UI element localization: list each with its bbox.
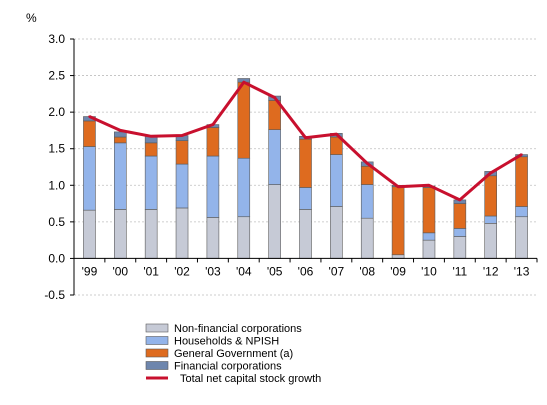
line xyxy=(88,80,523,202)
bar-segment-0-8 xyxy=(330,206,343,259)
legend-label-2: General Government (a) xyxy=(174,348,293,360)
x-tick-label: '11 xyxy=(452,264,467,278)
line-point xyxy=(489,171,492,175)
x-tick-label: '00 xyxy=(112,264,128,278)
line-point xyxy=(211,123,215,126)
x-tick-label: '09 xyxy=(390,264,406,278)
bar-segment-0-7 xyxy=(299,209,312,259)
bar-segment-0-11 xyxy=(422,239,436,259)
bar-segment-0-6 xyxy=(268,184,281,259)
line-point xyxy=(427,184,431,187)
bar-segment-2-1 xyxy=(114,136,127,144)
y-tick-label: 1.5 xyxy=(48,142,65,156)
line-point xyxy=(396,185,400,188)
bar-segment-0-9 xyxy=(360,217,374,259)
bar-segment-2-14 xyxy=(515,156,528,207)
line-point xyxy=(119,129,122,132)
y-tick-label: 2.5 xyxy=(48,69,65,83)
bars xyxy=(83,78,528,259)
bar-segment-0-0 xyxy=(83,209,96,259)
legend-swatch-2 xyxy=(145,348,169,358)
bar-segment-1-13 xyxy=(484,215,498,224)
bar-segment-0-14 xyxy=(515,216,528,259)
bar-segment-1-5 xyxy=(237,157,251,218)
legend-label-0: Non-financial corporations xyxy=(174,323,302,335)
line-point xyxy=(335,132,338,136)
bar-segment-1-6 xyxy=(268,129,281,185)
bar-segment-2-3 xyxy=(175,140,189,165)
bar-segment-2-2 xyxy=(144,142,158,157)
bar-segment-1-7 xyxy=(299,187,312,210)
line-point xyxy=(366,162,369,165)
bar-segment-0-10 xyxy=(391,254,405,259)
line-point xyxy=(88,115,91,118)
x-tick-label: '10 xyxy=(421,264,437,278)
x-tick-label: '04 xyxy=(236,264,252,278)
y-tick-label: 1.0 xyxy=(48,178,65,192)
x-tick-label: '99 xyxy=(82,264,98,278)
x-tick-label: '01 xyxy=(143,264,159,278)
bar-segment-0-12 xyxy=(453,236,467,259)
bar-segment-2-12 xyxy=(453,203,467,229)
bar-segment-1-11 xyxy=(422,232,436,241)
x-tick-label: '02 xyxy=(174,264,190,278)
bar-segment-2-13 xyxy=(484,175,498,217)
unit-label: % xyxy=(26,11,37,25)
bar-segment-0-4 xyxy=(206,217,220,259)
bar-segment-1-14 xyxy=(515,206,528,218)
legend-swatch-1 xyxy=(145,336,169,345)
line-point xyxy=(149,135,153,138)
bar-segment-1-0 xyxy=(83,146,96,211)
x-tick-label: '05 xyxy=(267,264,283,278)
y-tick-label: 3.0 xyxy=(48,32,65,46)
bar-segment-2-11 xyxy=(422,187,436,234)
bar-segment-2-5 xyxy=(237,81,251,159)
bar-segment-1-8 xyxy=(330,154,343,207)
line-point xyxy=(273,96,276,99)
bar-segment-2-9 xyxy=(360,165,374,185)
legend-swatch-0 xyxy=(145,323,169,333)
bar-segment-1-1 xyxy=(114,142,127,210)
x-tick-label: '13 xyxy=(514,264,530,278)
x-tick-label: '12 xyxy=(483,264,499,278)
x-tick-label: '03 xyxy=(205,264,221,278)
bar-segment-1-9 xyxy=(360,184,374,219)
bar-segment-1-12 xyxy=(453,228,467,237)
x-tick-label: '08 xyxy=(359,264,375,278)
line-point xyxy=(458,198,462,202)
legend-label-1: Households & NPISH xyxy=(174,336,279,348)
y-tick-label: 2.0 xyxy=(48,105,65,119)
bar-segment-2-4 xyxy=(206,127,220,157)
line-point xyxy=(180,134,184,137)
x-tick-label: '06 xyxy=(298,264,314,278)
bar-segment-2-10 xyxy=(391,186,405,256)
bar-segment-2-0 xyxy=(83,120,96,147)
bar-segment-0-1 xyxy=(114,209,127,259)
line-point xyxy=(304,136,307,139)
y-tick-label: 0.5 xyxy=(48,215,65,229)
legend-label-line: Total net capital stock growth xyxy=(180,373,321,385)
axes: % -0.5 0.0 0.5 1.0 1.5 2.0 2.5 3.0 '99 '00 '01 '02 '0… xyxy=(26,11,538,302)
bar-segment-1-4 xyxy=(206,155,220,218)
bar-segment-1-2 xyxy=(144,155,158,210)
bar-segment-0-3 xyxy=(175,207,189,259)
line-point xyxy=(242,80,245,84)
legend-label-3: Financial corporations xyxy=(174,361,282,373)
bar-segment-0-13 xyxy=(484,223,498,259)
line-point xyxy=(520,153,523,156)
bar-segment-0-5 xyxy=(237,216,251,259)
bar-segment-1-3 xyxy=(175,163,189,209)
bar-segment-0-2 xyxy=(144,209,158,259)
legend-swatch-3 xyxy=(145,361,169,370)
x-tick-label: '07 xyxy=(329,264,345,278)
y-tick-label: 0.0 xyxy=(48,251,65,265)
y-tick-label: -0.5 xyxy=(44,288,65,302)
bar-segment-2-7 xyxy=(299,138,312,188)
